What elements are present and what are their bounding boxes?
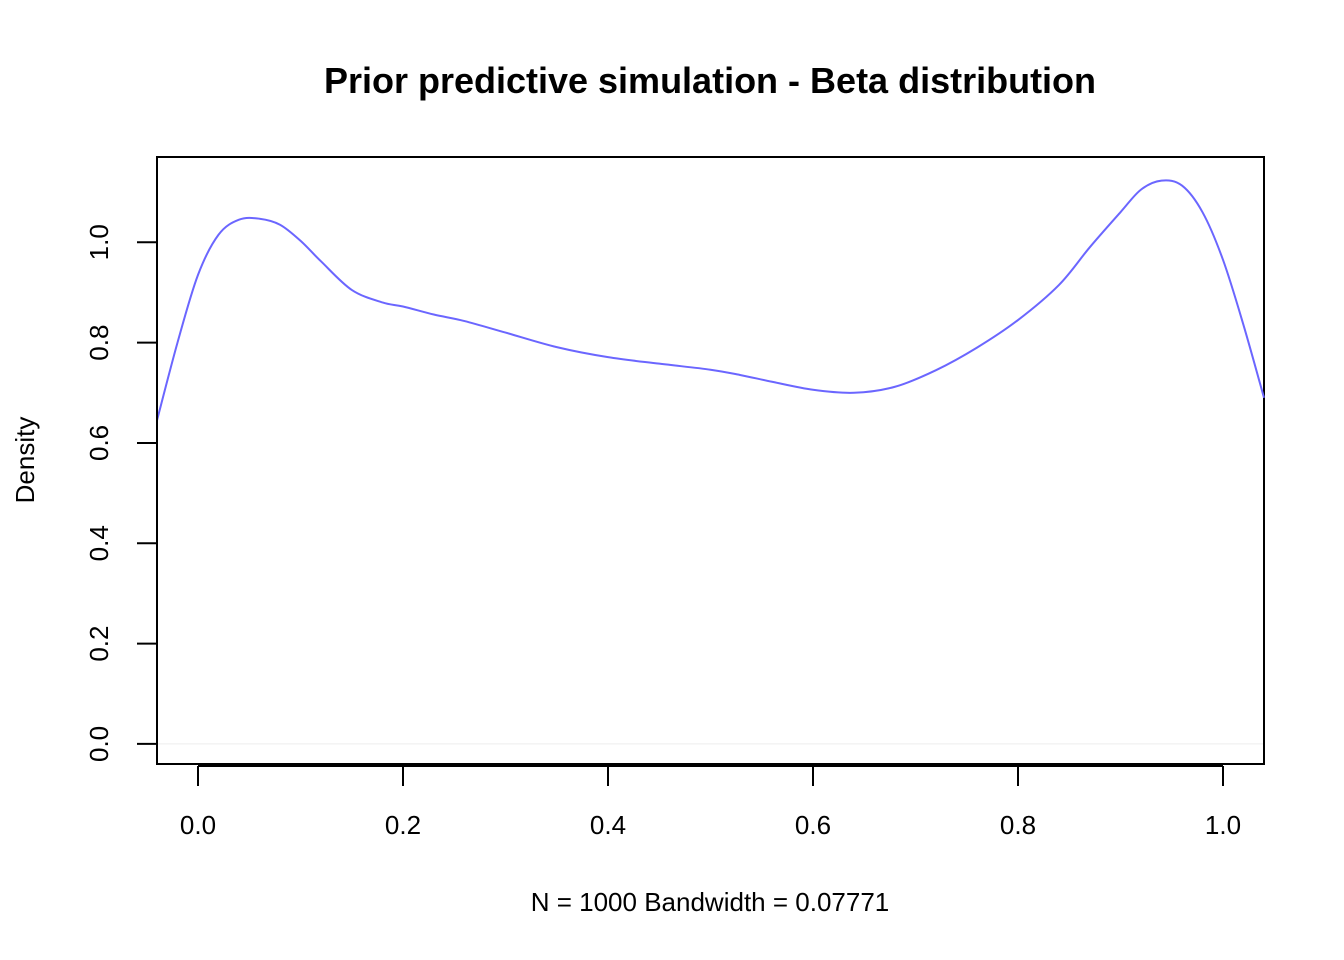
y-tick-label: 0.8 [84, 325, 114, 361]
y-tick-label: 0.4 [84, 525, 114, 561]
chart-title: Prior predictive simulation - Beta distr… [324, 60, 1096, 101]
y-tick-label: 0.2 [84, 626, 114, 662]
y-tick-label: 1.0 [84, 224, 114, 260]
x-tick-label: 0.2 [385, 810, 421, 840]
density-curve [156, 179, 1265, 421]
x-tick-label: 0.4 [590, 810, 626, 840]
plot-frame [156, 156, 1265, 765]
x-axis-label: N = 1000 Bandwidth = 0.07771 [531, 887, 890, 917]
y-tick-label: 0.0 [84, 726, 114, 762]
plot-marks: 0.0 0.2 0.4 0.6 0.8 1.0 0.0 0.2 0.4 0.6 0.8 1.0 [84, 179, 1265, 840]
y-tick-label: 0.6 [84, 425, 114, 461]
x-tick-label: 0.0 [180, 810, 216, 840]
x-tick-label: 0.8 [1000, 810, 1036, 840]
x-tick-label: 0.6 [795, 810, 831, 840]
x-tick-label: 1.0 [1205, 810, 1241, 840]
y-axis-label: Density [10, 417, 40, 504]
